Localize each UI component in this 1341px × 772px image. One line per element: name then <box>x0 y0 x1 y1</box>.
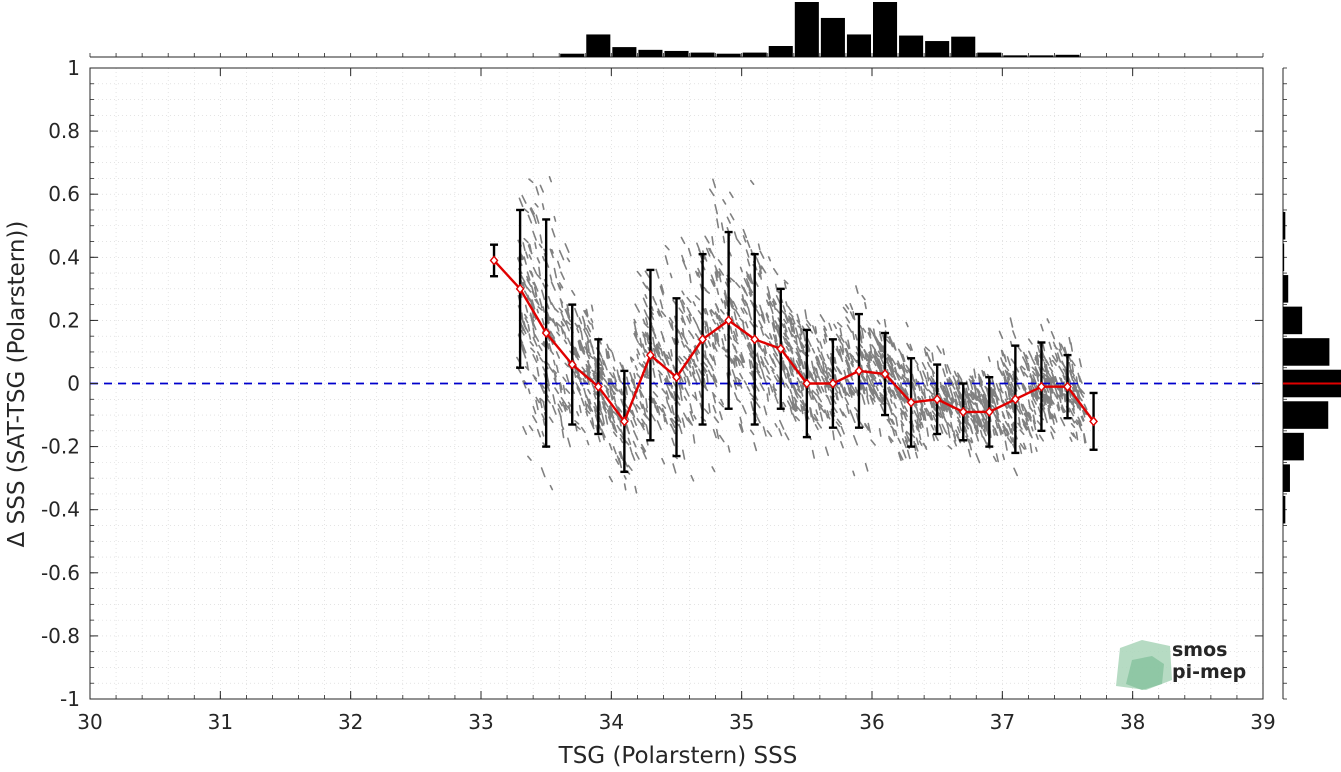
logo-line1: smos <box>1172 639 1227 661</box>
right-hist-bar <box>1283 338 1330 366</box>
top-hist-bar <box>977 52 1002 57</box>
top-hist-bar <box>768 46 793 57</box>
mean-marker <box>854 365 864 376</box>
y-tick-label: 0.8 <box>48 119 80 143</box>
top-hist-bar <box>664 50 689 57</box>
logo-line2: pi-mep <box>1172 661 1246 683</box>
x-tick-label: 37 <box>990 710 1015 734</box>
y-tick-label: -1 <box>60 687 80 711</box>
y-axis-ticks: 1 0.8 0.6 0.4 0.2 0 -0.2 -0.4 -0.6 -0.8 -1 <box>41 56 1263 711</box>
mean-marker <box>1037 381 1046 392</box>
top-hist-bar <box>742 52 767 57</box>
x-tick-label: 34 <box>599 710 624 734</box>
y-tick-label: -0.4 <box>41 498 80 522</box>
top-hist-bar <box>560 53 585 57</box>
mean-marker <box>984 406 994 417</box>
binned-mean-line <box>493 259 1095 424</box>
mean-marker <box>593 381 603 392</box>
scatter-points <box>516 176 1088 494</box>
top-hist-bar <box>638 49 663 57</box>
y-tick-label: 0.4 <box>48 245 80 269</box>
right-hist-bar <box>1283 432 1304 461</box>
right-hist-bar <box>1283 464 1290 492</box>
top-histogram <box>89 2 1264 58</box>
x-tick-label: 33 <box>468 710 493 734</box>
mean-marker <box>646 350 655 361</box>
mean-marker <box>1010 394 1020 405</box>
mean-marker <box>1063 381 1072 392</box>
top-hist-bar <box>794 2 819 57</box>
mean-marker <box>724 315 734 326</box>
mean-marker <box>619 416 629 427</box>
right-histogram <box>1282 67 1341 700</box>
top-hist-bar <box>925 41 950 57</box>
x-axis-ticks: 30 31 32 33 34 35 36 37 38 39 <box>77 68 1276 734</box>
y-tick-label: -0.6 <box>41 561 80 585</box>
top-hist-bar <box>846 34 871 57</box>
x-tick-label: 30 <box>77 710 102 734</box>
mean-marker <box>672 372 681 383</box>
x-tick-label: 35 <box>729 710 754 734</box>
y-tick-label: 0.6 <box>48 182 80 206</box>
mean-marker <box>1089 416 1098 427</box>
mean-marker <box>932 394 942 405</box>
right-hist-bar <box>1283 401 1329 429</box>
top-hist-bar <box>873 2 898 57</box>
top-hist-bar <box>899 35 924 57</box>
x-axis-label: TSG (Polarstern) SSS <box>558 743 798 768</box>
scatter-layer <box>516 176 1088 494</box>
x-tick-label: 38 <box>1120 710 1145 734</box>
mean-marker <box>489 255 499 266</box>
smos-pimep-logo: smos pi-mep <box>1116 639 1246 690</box>
mean-marker <box>515 283 525 294</box>
mean-marker <box>958 406 968 417</box>
x-tick-label: 36 <box>859 710 884 734</box>
binned-mean-markers <box>489 255 1098 427</box>
y-tick-label: 0 <box>67 372 80 396</box>
top-hist-bar <box>690 52 715 57</box>
top-hist-bar <box>1055 54 1080 57</box>
x-tick-label: 32 <box>338 710 363 734</box>
top-hist-bar <box>716 53 741 57</box>
mean-marker <box>906 397 916 408</box>
x-tick-label: 39 <box>1250 710 1275 734</box>
mean-marker <box>567 359 577 370</box>
y-tick-label: -0.8 <box>41 624 80 648</box>
right-hist-bar <box>1283 306 1303 335</box>
mean-marker <box>541 327 551 339</box>
y-axis-label: Δ SSS (SAT-TSG (Polarstern)) <box>4 221 30 548</box>
mean-marker <box>776 343 786 354</box>
y-tick-label: 1 <box>67 56 80 80</box>
top-hist-bar <box>1029 55 1054 57</box>
mean-marker <box>828 378 838 389</box>
y-tick-label: 0.2 <box>48 308 80 332</box>
x-tick-label: 31 <box>208 710 233 734</box>
top-hist-bar <box>951 36 976 57</box>
right-hist-bar <box>1283 275 1289 303</box>
top-hist-bar <box>820 17 845 57</box>
right-hist-bar <box>1283 243 1285 272</box>
mean-marker <box>750 334 760 345</box>
top-hist-bar <box>1003 55 1028 57</box>
mean-marker <box>698 334 707 345</box>
right-hist-bar <box>1283 495 1286 524</box>
top-hist-bar <box>612 47 637 57</box>
mean-marker <box>802 378 812 389</box>
top-hist-bar <box>586 34 611 57</box>
right-hist-bar <box>1283 211 1286 240</box>
mean-marker <box>880 368 890 380</box>
logo-mark-shade-icon <box>1126 656 1164 690</box>
y-tick-label: -0.2 <box>41 435 80 459</box>
